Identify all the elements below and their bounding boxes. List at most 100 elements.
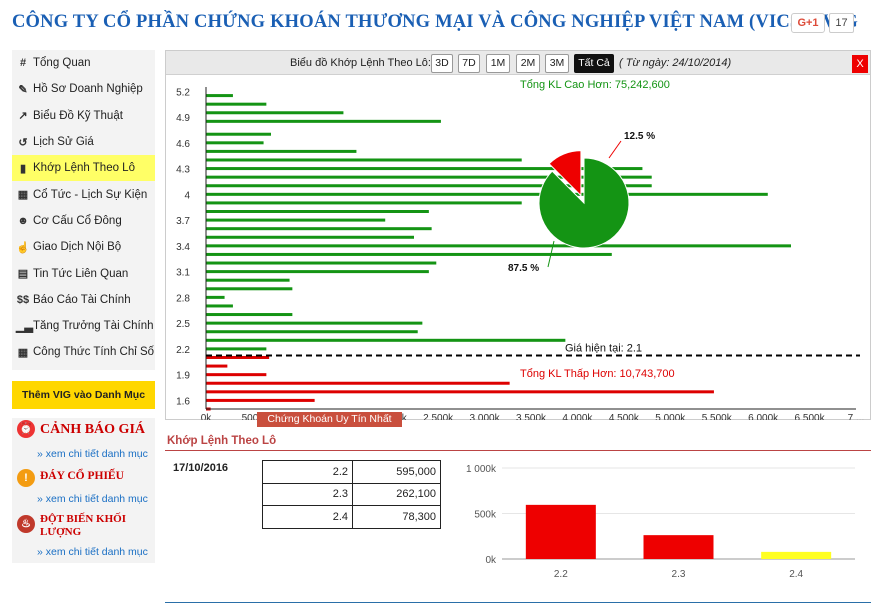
sidebar-item-label: Giao Dịch Nội Bộ	[33, 241, 122, 254]
volume-bar	[206, 338, 566, 342]
alarm-clock-icon: ⏰	[17, 420, 35, 438]
table-row: 2.3 262,100	[262, 482, 441, 506]
volume-bar	[206, 373, 267, 377]
volume-bar	[525, 504, 596, 559]
lot-table: 2.2 595,000 2.3 262,100 2.4 78,300	[262, 460, 441, 529]
range-2m-button[interactable]: 2M	[516, 54, 540, 73]
y-tick-label: 500k	[474, 510, 497, 521]
x-tick-label: 500k	[242, 413, 265, 420]
page-header: CÔNG TY CỔ PHẦN CHỨNG KHOÁN THƯƠNG MẠI V…	[0, 0, 896, 46]
google-plus-button[interactable]: G+1	[791, 13, 825, 33]
pie-slice	[538, 157, 630, 249]
y-tick-label: 3.1	[176, 268, 190, 279]
lot-section-title: Khớp Lệnh Theo Lô	[167, 435, 277, 447]
sidebar-item-shareholders[interactable]: ☻ Cơ Cấu Cổ Đông	[12, 208, 155, 234]
sidebar-item-label: Công Thức Tính Chỉ Số	[33, 346, 155, 359]
volume-bar	[206, 141, 264, 145]
volume-bar	[206, 192, 768, 196]
x-tick-label: 2.3	[672, 569, 686, 580]
y-tick-label: 3.7	[176, 216, 190, 227]
dollar-icon: $$	[16, 293, 30, 306]
sidebar-item-financial-reports[interactable]: $$ Báo Cáo Tài Chính	[12, 287, 155, 313]
y-tick-label: 2.2	[176, 345, 190, 356]
volume-bar	[206, 347, 267, 351]
volume-bar	[206, 158, 522, 162]
volume-bar	[206, 102, 267, 106]
close-chart-button[interactable]: X	[852, 55, 868, 73]
volume-bar	[206, 184, 652, 188]
pie-label-red: 12.5 %	[624, 131, 655, 142]
range-all-button[interactable]: Tất Cả	[574, 54, 614, 73]
table-price-cell: 2.3	[262, 482, 353, 506]
sidebar-item-index-formulas[interactable]: ▦ Công Thức Tính Chỉ Số	[12, 339, 155, 365]
lot-volume-bar-chart: 1 000k 500k 0k 2.2 2.3 2.4	[466, 464, 855, 580]
price-alert-link[interactable]: » xem chi tiết danh mục	[37, 448, 148, 460]
add-to-watchlist-button[interactable]: Thêm VIG vào Danh Mục	[12, 381, 155, 409]
table-icon: ▦	[17, 346, 29, 359]
sidebar-item-lot-matching[interactable]: ▮ Khớp Lệnh Theo Lô	[12, 155, 155, 182]
sidebar-item-company-profile[interactable]: ✎ Hồ Sơ Doanh Nghiệp	[12, 76, 155, 102]
stock-bottom-link[interactable]: » xem chi tiết danh mục	[37, 493, 148, 505]
volume-bar	[206, 252, 612, 256]
volume-bar	[206, 111, 344, 115]
x-tick-label: 0k	[201, 413, 213, 420]
stock-bottom-title: ĐÁY CỔ PHIẾU	[40, 470, 124, 482]
sidebar-item-label: Lịch Sử Giá	[33, 136, 94, 149]
range-3d-button[interactable]: 3D	[431, 54, 453, 73]
chart-date-note: ( Từ ngày: 24/10/2014)	[619, 57, 732, 69]
sidebar-nav: # Tổng Quan ✎ Hồ Sơ Doanh Nghiệp ↗ Biểu Đồ …	[12, 50, 155, 370]
x-tick-label: 4 000k	[562, 413, 593, 420]
bottom-divider	[165, 602, 871, 603]
sidebar-item-overview[interactable]: # Tổng Quan	[12, 50, 155, 76]
sidebar-item-related-news[interactable]: ▤ Tin Tức Liên Quan	[12, 260, 155, 286]
volume-bar	[206, 381, 510, 385]
sidebar-item-price-history[interactable]: ↺ Lịch Sử Giá	[12, 129, 155, 155]
volume-bar	[206, 278, 290, 282]
volume-bar	[206, 210, 429, 214]
company-title: CÔNG TY CỔ PHẦN CHỨNG KHOÁN THƯƠNG MẠI V…	[12, 12, 859, 32]
signal-icon: ▁▃	[16, 320, 33, 333]
table-price-cell: 2.4	[262, 505, 353, 529]
volume-bar	[761, 551, 832, 559]
x-tick-label: 6 500k	[795, 413, 826, 420]
sidebar-item-label: Hồ Sơ Doanh Nghiệp	[33, 83, 143, 96]
hand-icon: ☝	[16, 241, 30, 254]
lot-date: 17/10/2016	[173, 462, 229, 474]
y-tick-label: 1.9	[176, 371, 190, 382]
line-chart-icon: ↗	[18, 110, 28, 123]
bar-chart-icon: ▮	[19, 162, 27, 175]
range-1m-button[interactable]: 1M	[486, 54, 510, 73]
sidebar-item-label: Báo Cáo Tài Chính	[33, 293, 131, 306]
lot-matching-horizontal-bar-chart: 5.2 4.9 4.6 4.3 4 3.7 3.4 3.1 2.8 2.5 2.2 1.9 1.6 0k 5…	[176, 79, 864, 420]
sidebar-item-insider-trading[interactable]: ☝ Giao Dịch Nội Bộ	[12, 234, 155, 260]
hash-icon: #	[19, 57, 27, 70]
warning-icon: !	[17, 469, 35, 487]
volume-bar	[206, 94, 233, 98]
lot-matching-chart-panel: Biểu đồ Khớp Lệnh Theo Lô: 3D 7D 1M 2M 3…	[165, 50, 871, 420]
volume-bar	[206, 287, 293, 291]
sidebar-item-technical-chart[interactable]: ↗ Biểu Đồ Kỹ Thuật	[12, 103, 155, 129]
y-tick-label: 4.6	[176, 139, 190, 150]
stock-bottom-block: ! ĐÁY CỔ PHIẾU	[12, 467, 155, 487]
sidebar-item-dividends-events[interactable]: ▦ Cổ Tức - Lịch Sự Kiện	[12, 181, 155, 207]
volume-bar	[206, 390, 714, 394]
volume-bar	[206, 235, 414, 239]
sidebar-item-label: Tăng Trưởng Tài Chính	[33, 320, 154, 333]
sidebar-item-label: Tin Tức Liên Quan	[33, 267, 129, 280]
volume-bar	[206, 244, 791, 248]
y-tick-label: 0k	[485, 555, 497, 566]
y-tick-label: 1 000k	[466, 464, 497, 475]
volume-bar	[206, 270, 429, 274]
y-tick-label: 5.2	[176, 87, 190, 98]
trusted-securities-banner[interactable]: Chứng Khoán Uy Tín Nhất	[257, 412, 402, 427]
volume-bar	[206, 132, 271, 136]
range-7d-button[interactable]: 7D	[458, 54, 480, 73]
volume-spike-link[interactable]: » xem chi tiết danh mục	[37, 546, 148, 558]
x-tick-label: 5 500k	[702, 413, 733, 420]
sidebar-item-financial-growth[interactable]: ▁▃ Tăng Trưởng Tài Chính	[12, 313, 155, 339]
y-tick-label: 4.9	[176, 113, 190, 124]
edit-icon: ✎	[18, 83, 28, 96]
range-3m-button[interactable]: 3M	[545, 54, 569, 73]
volume-spike-block: ♨ ĐỘT BIẾN KHỐI LƯỢNG	[12, 513, 155, 539]
current-price-label: Giá hiện tại: 2.1	[565, 342, 642, 354]
